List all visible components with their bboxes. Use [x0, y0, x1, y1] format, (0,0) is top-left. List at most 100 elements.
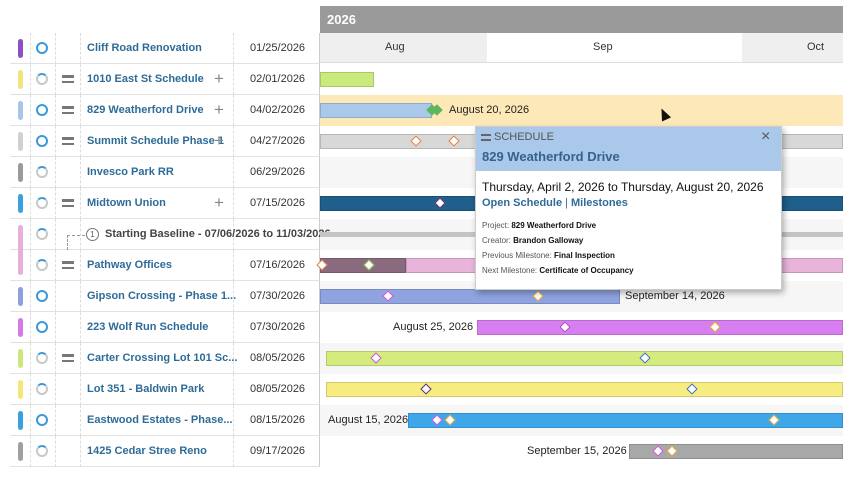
col-divider: [80, 64, 81, 95]
row-name[interactable]: Summit Schedule Phase 1: [87, 135, 224, 147]
row-name[interactable]: Cliff Road Renovation: [87, 42, 202, 54]
col-divider: [233, 250, 234, 281]
row-bg: [10, 64, 320, 95]
month-label: Sep: [593, 41, 613, 53]
row-bg: [10, 126, 320, 157]
row-date: 08/05/2026: [250, 352, 306, 364]
year-band: [320, 6, 843, 33]
col-divider: [80, 188, 81, 219]
row-name[interactable]: Gipson Crossing - Phase 1...: [87, 290, 237, 302]
row-date: 07/16/2026: [250, 259, 306, 271]
col-divider: [80, 95, 81, 126]
detail-value: 829 Weatherford Drive: [511, 221, 597, 230]
month-cell: [487, 33, 742, 63]
gantt-bar[interactable]: [477, 320, 843, 335]
col-divider: [233, 343, 234, 374]
color-pill: [18, 287, 23, 306]
row-date: 01/25/2026: [250, 42, 306, 54]
detail-row: Creator: Brandon Galloway: [482, 236, 583, 245]
col-divider: [80, 126, 81, 157]
year-label: 2026: [327, 12, 356, 27]
col-divider: [80, 157, 81, 188]
baseline-number: 1: [86, 228, 99, 241]
row-name[interactable]: 223 Wolf Run Schedule: [87, 321, 209, 333]
detail-label: Creator:: [482, 236, 511, 245]
month-cell: [320, 33, 487, 63]
row-bg: [10, 281, 320, 312]
gantt-bar[interactable]: [629, 444, 843, 459]
col-divider: [55, 157, 56, 188]
col-divider: [80, 343, 81, 374]
row-name[interactable]: 1425 Cedar Stree Reno: [87, 445, 207, 457]
schedule-icon: [62, 199, 74, 207]
row-bg: [10, 312, 320, 343]
detail-label: Next Milestone:: [482, 266, 538, 275]
month-cell: [742, 33, 843, 63]
color-pill: [18, 225, 23, 275]
status-ring: [36, 290, 48, 302]
col-divider: [233, 126, 234, 157]
row-bg: [10, 95, 320, 126]
col-divider: [30, 64, 31, 95]
row-name[interactable]: 1010 East St Schedule: [87, 73, 204, 85]
row-name[interactable]: 829 Weatherford Drive: [87, 104, 204, 116]
status-ring: [36, 321, 48, 333]
popup-link[interactable]: Open Schedule: [482, 197, 563, 209]
gantt-bar[interactable]: [326, 351, 843, 366]
col-divider: [30, 436, 31, 467]
popup-close[interactable]: ×: [761, 128, 771, 145]
col-divider: [30, 374, 31, 405]
row-date: 07/15/2026: [250, 197, 306, 209]
row-name[interactable]: Pathway Offices: [87, 259, 172, 271]
col-divider: [233, 436, 234, 467]
row-name[interactable]: Midtown Union: [87, 197, 166, 209]
col-divider: [30, 157, 31, 188]
bar-label: September 14, 2026: [625, 290, 725, 302]
row-name[interactable]: Eastwood Estates - Phase...: [87, 414, 233, 426]
col-divider: [30, 126, 31, 157]
col-divider: [80, 250, 81, 281]
row-date: 08/05/2026: [250, 383, 306, 395]
row-name[interactable]: Lot 351 - Baldwin Park: [87, 383, 205, 395]
row-date: 06/29/2026: [250, 166, 306, 178]
col-divider: [233, 281, 234, 312]
detail-value: Certificate of Occupancy: [539, 266, 634, 275]
color-pill: [18, 39, 23, 58]
add-button[interactable]: +: [214, 100, 224, 119]
gantt-bar[interactable]: [408, 413, 843, 428]
row-name[interactable]: Invesco Park RR: [87, 166, 174, 178]
gantt-bar[interactable]: [320, 72, 374, 87]
col-divider: [233, 219, 234, 250]
col-divider: [80, 405, 81, 436]
popup-header: [476, 127, 781, 171]
color-pill: [18, 411, 23, 430]
row-name[interactable]: Carter Crossing Lot 101 Sc...: [87, 352, 238, 364]
popup-title: 829 Weatherford Drive: [482, 149, 620, 164]
add-button[interactable]: +: [214, 131, 224, 150]
row-date: 04/02/2026: [250, 104, 306, 116]
status-ring: [36, 445, 48, 457]
schedule-icon: [62, 75, 74, 83]
popup-link[interactable]: Milestones: [571, 197, 628, 209]
gantt-bar[interactable]: [326, 382, 843, 397]
add-button[interactable]: +: [214, 193, 224, 212]
col-divider: [80, 33, 81, 64]
gantt-bar[interactable]: [320, 103, 432, 118]
col-divider: [55, 281, 56, 312]
status-ring: [36, 42, 48, 54]
col-divider: [55, 188, 56, 219]
detail-label: Previous Milestone:: [482, 251, 552, 260]
col-divider: [30, 188, 31, 219]
col-divider: [55, 33, 56, 64]
col-divider: [233, 405, 234, 436]
col-divider: [80, 374, 81, 405]
schedule-icon: [62, 106, 74, 114]
detail-row: Project: 829 Weatherford Drive: [482, 221, 596, 230]
status-ring: [36, 414, 48, 426]
bar-label: September 15, 2026: [527, 445, 627, 457]
status-ring: [36, 383, 48, 395]
col-divider: [30, 219, 31, 250]
gantt-bar[interactable]: [320, 289, 620, 304]
add-button[interactable]: +: [214, 69, 224, 88]
status-ring: [36, 166, 48, 178]
